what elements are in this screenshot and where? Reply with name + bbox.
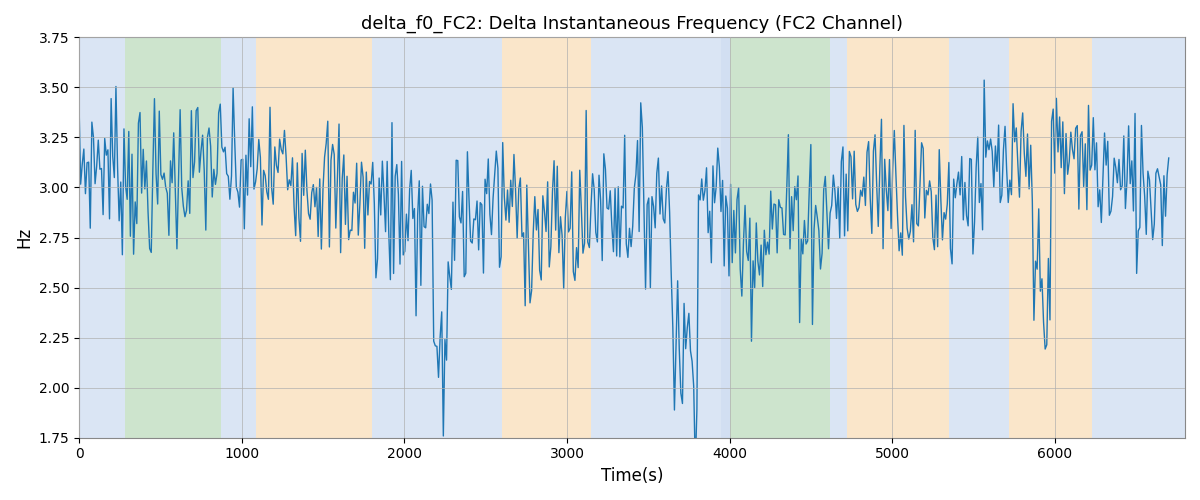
Bar [221,38,257,438]
X-axis label: Time(s): Time(s) [601,467,664,485]
Bar [257,38,372,438]
Bar [502,38,592,438]
Title: delta_f0_FC2: Delta Instantaneous Frequency (FC2 Channel): delta_f0_FC2: Delta Instantaneous Freque… [361,15,904,34]
Bar [125,38,221,438]
Y-axis label: Hz: Hz [14,227,32,248]
Bar [1092,38,1184,438]
Bar [1009,38,1092,438]
Bar [372,38,502,438]
Bar [830,38,847,438]
Bar [721,38,730,438]
Bar [730,38,830,438]
Bar [79,38,125,438]
Bar [592,38,721,438]
Bar [847,38,949,438]
Bar [949,38,1009,438]
